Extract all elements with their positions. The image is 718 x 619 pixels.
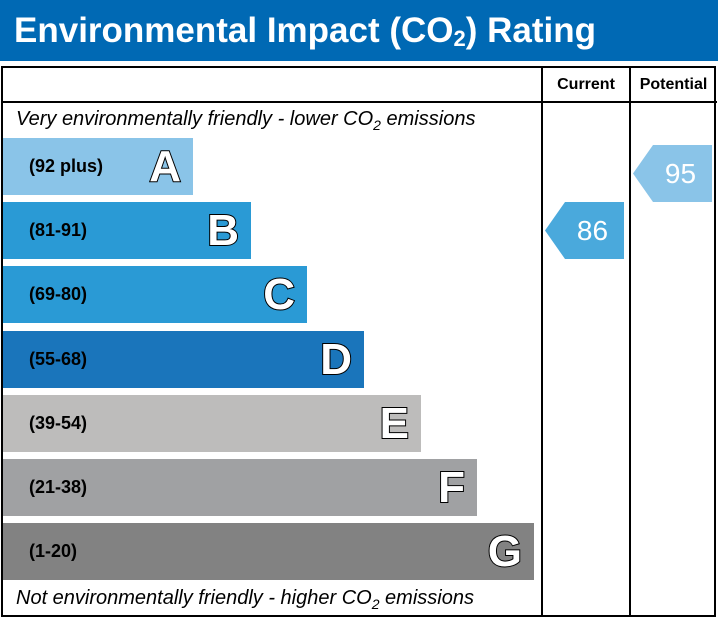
band-letter: E bbox=[379, 398, 410, 449]
current-rating-value: 86 bbox=[576, 215, 609, 246]
current-column-header: Current bbox=[557, 76, 615, 93]
band-letter: D bbox=[319, 334, 353, 385]
potential-rating-arrow: 95 bbox=[633, 145, 712, 202]
band-range: (55-68) bbox=[29, 349, 88, 369]
band-letter: F bbox=[437, 462, 466, 513]
divider bbox=[629, 66, 631, 617]
divider bbox=[541, 66, 543, 617]
band-letter: B bbox=[206, 205, 240, 256]
band-letter: A bbox=[148, 141, 182, 192]
band-a: (92 plus) A bbox=[3, 138, 193, 195]
band-letter: G bbox=[487, 526, 523, 577]
potential-rating-value: 95 bbox=[664, 158, 697, 189]
rating-table bbox=[1, 66, 716, 617]
band-e: (39-54) E bbox=[3, 395, 421, 452]
band-letter: C bbox=[262, 269, 296, 320]
band-b: (81-91) B bbox=[3, 202, 251, 259]
band-g: (1-20) G bbox=[3, 523, 534, 580]
band-range: (69-80) bbox=[29, 284, 88, 304]
band-range: (92 plus) bbox=[29, 156, 104, 176]
band-range: (81-91) bbox=[29, 220, 88, 240]
band-range: (39-54) bbox=[29, 413, 88, 433]
band-f: (21-38) F bbox=[3, 459, 477, 516]
top-caption: Very environmentally friendly - lower CO… bbox=[16, 108, 476, 133]
band-c: (69-80) C bbox=[3, 266, 307, 323]
band-d: (55-68) D bbox=[3, 331, 364, 388]
band-range: (1-20) bbox=[29, 541, 78, 561]
chart-title: Environmental Impact (CO2) Rating bbox=[0, 0, 718, 61]
bottom-caption: Not environmentally friendly - higher CO… bbox=[16, 587, 474, 612]
potential-column-header: Potential bbox=[639, 76, 708, 93]
band-range: (21-38) bbox=[29, 477, 88, 497]
divider bbox=[1, 101, 717, 103]
